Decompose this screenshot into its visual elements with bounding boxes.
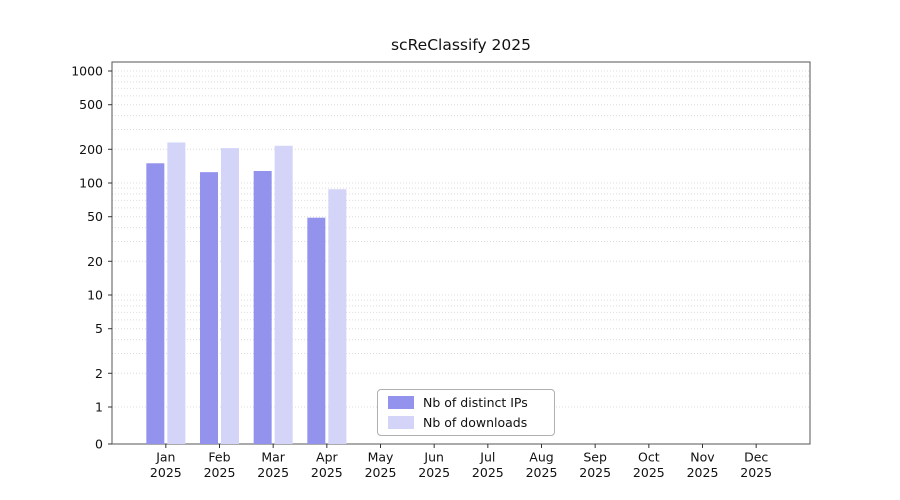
bar-distinct_ips-apr [307,217,326,444]
x-tick-label-month: Oct [638,450,660,465]
x-tick-label-year: 2025 [365,465,397,480]
bar-distinct_ips-mar [253,170,272,444]
x-tick-label-year: 2025 [633,465,665,480]
y-tick-label: 10 [87,288,103,303]
bar-distinct_ips-jan [146,163,165,445]
x-tick-label-month: Dec [744,450,768,465]
legend-label-downloads: Nb of downloads [423,415,528,430]
bar-downloads-apr [328,189,347,444]
legend-item-downloads: Nb of downloads [388,415,544,430]
x-tick-label-year: 2025 [687,465,719,480]
x-tick-label-year: 2025 [204,465,236,480]
y-tick-label: 1000 [71,64,103,79]
y-tick-label: 1 [95,400,103,415]
x-tick-label-year: 2025 [150,465,182,480]
y-tick-label: 100 [79,176,103,191]
x-tick-label-month: Mar [261,450,285,465]
x-tick-label-month: Jun [423,450,444,465]
bar-downloads-feb [221,148,239,445]
legend-swatch-distinct-ips [388,396,414,409]
legend-label-distinct-ips: Nb of distinct IPs [423,395,528,410]
bar-distinct_ips-feb [200,172,218,445]
y-tick-label: 0 [95,437,103,452]
x-tick-label-year: 2025 [740,465,772,480]
bar-downloads-jan [167,142,186,444]
x-tick-label-year: 2025 [526,465,558,480]
legend: Nb of distinct IPs Nb of downloads [377,389,555,436]
x-tick-label-month: Sep [583,450,607,465]
y-tick-label: 20 [87,254,103,269]
x-tick-label-month: Feb [208,450,230,465]
x-tick-label-year: 2025 [257,465,289,480]
y-tick-label: 50 [87,209,103,224]
legend-item-distinct-ips: Nb of distinct IPs [388,395,544,410]
x-tick-label-month: Jul [479,450,495,465]
plot-border [111,61,811,445]
x-tick-label-year: 2025 [472,465,504,480]
legend-swatch-downloads [388,416,414,429]
bar-downloads-mar [274,145,293,444]
y-tick-label: 200 [79,142,103,157]
x-tick-label-year: 2025 [579,465,611,480]
x-tick-label-month: Nov [690,450,715,465]
x-tick-label-month: Aug [529,450,553,465]
x-tick-label-year: 2025 [311,465,343,480]
x-tick-label-year: 2025 [418,465,450,480]
x-tick-label-month: May [368,450,394,465]
x-tick-label-month: Jan [155,450,175,465]
chart-title: scReClassify 2025 [390,36,532,54]
x-tick-label-month: Apr [316,450,338,465]
y-tick-label: 2 [95,366,103,381]
y-tick-label: 5 [95,321,103,336]
y-tick-label: 500 [79,97,103,112]
